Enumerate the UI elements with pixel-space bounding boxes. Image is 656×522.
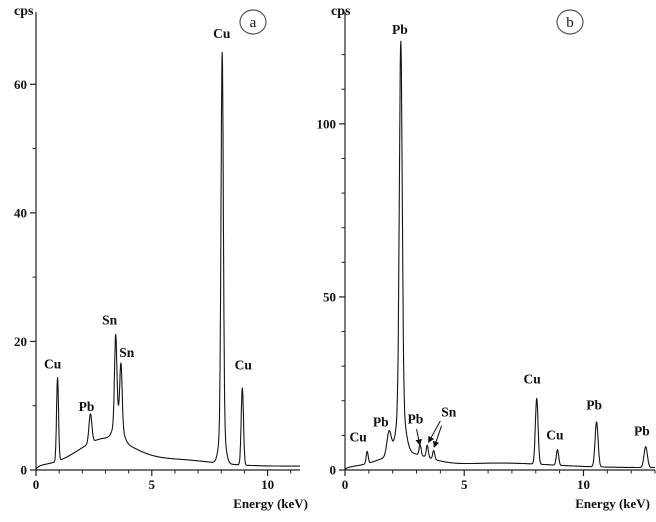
panel-letter: a <box>250 15 257 31</box>
y-tick-label: 20 <box>14 334 27 349</box>
y-axis-title: cps <box>331 4 351 19</box>
y-axis-title: cps <box>14 4 34 19</box>
peak-label-pb: Pb <box>79 399 95 414</box>
peak-label-pb: Pb <box>634 423 650 438</box>
x-axis-title: Energy (keV) <box>233 496 308 511</box>
peak-label-pb: Pb <box>373 415 389 430</box>
x-tick-label: 0 <box>33 477 40 492</box>
y-tick-label: 50 <box>323 289 336 304</box>
panel-letter-circle <box>239 9 267 35</box>
peak-label-cu: Cu <box>546 428 564 443</box>
panel-letter-circle <box>556 9 584 35</box>
x-tick-label: 0 <box>342 477 349 492</box>
peak-label-pb: Pb <box>392 22 408 37</box>
spectrum-curve <box>344 40 656 470</box>
y-tick-label: 60 <box>14 77 27 92</box>
x-tick-label: 5 <box>149 477 156 492</box>
peak-label-pb: Pb <box>586 397 602 412</box>
peak-label-cu: Cu <box>213 26 231 41</box>
y-tick-label: 0 <box>21 463 28 478</box>
spectrum-curve <box>35 51 301 470</box>
peak-label-cu: Cu <box>524 371 542 386</box>
annotation-arrow <box>415 429 422 446</box>
peak-label-cu: Cu <box>235 358 253 373</box>
x-axis-title: Energy (keV) <box>575 496 650 511</box>
peak-label-cu: Cu <box>349 430 367 445</box>
y-tick-label: 40 <box>14 205 27 220</box>
x-tick-label: 10 <box>261 477 274 492</box>
peak-label-sn: Sn <box>102 313 118 328</box>
annotation-arrow <box>428 420 441 444</box>
y-tick-label: 100 <box>317 116 337 131</box>
peak-label-sn: Sn <box>441 404 457 419</box>
panel-letter: b <box>566 15 574 31</box>
y-tick-label: 0 <box>330 463 337 478</box>
x-tick-label: 10 <box>577 477 590 492</box>
x-tick-label: 5 <box>461 477 468 492</box>
spectrum-panel-b: 0 50 100 0 5 10 cps Energy (keV) Cu Pb Pb Pb Sn Cu Cu P… <box>317 4 656 511</box>
peak-label-pb: Pb <box>407 411 423 426</box>
peak-label-sn: Sn <box>119 345 135 360</box>
annotation-arrow <box>432 425 443 448</box>
peak-label-cu: Cu <box>44 356 62 371</box>
spectrum-panel-a: 0 20 40 60 0 5 10 cps Energy (keV) Cu Pb Sn Sn Cu Cu a <box>14 4 308 511</box>
